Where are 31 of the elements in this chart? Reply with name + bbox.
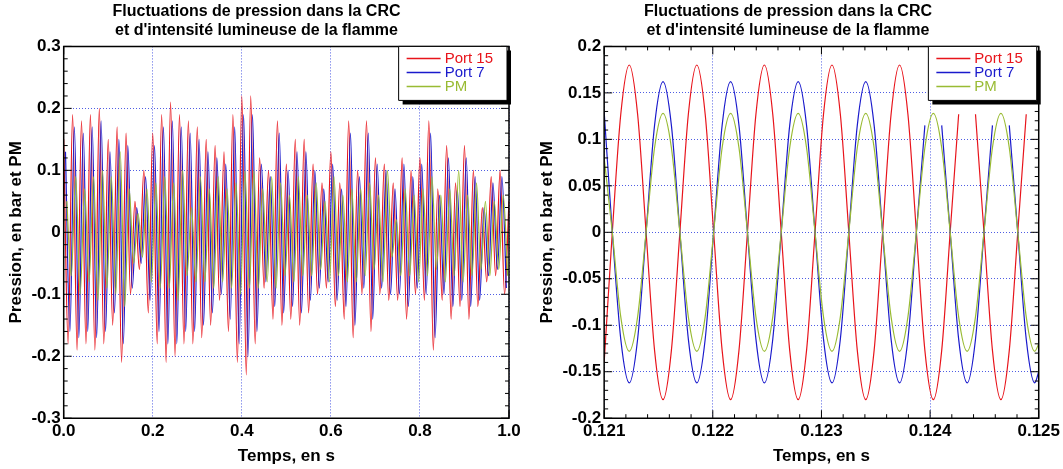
y-axis-title: Pression, en bar et PM xyxy=(536,141,556,324)
x-tick-label: 0.4 xyxy=(230,421,255,441)
x-tick-label: 0.122 xyxy=(691,421,735,441)
y-tick-label: 0.1 xyxy=(577,129,602,149)
line-series xyxy=(604,112,1039,352)
y-tick-label: 0 xyxy=(591,221,602,241)
x-axis-title: Temps, en s xyxy=(237,446,335,466)
x-axis-title: Temps, en s xyxy=(772,446,870,466)
y-tick-label: 0.2 xyxy=(37,98,61,118)
y-tick-label: -0.2 xyxy=(31,345,61,365)
y-tick-label: 0.1 xyxy=(37,160,61,180)
x-tick-label: 0.123 xyxy=(800,421,843,441)
y-tick-label: -0.05 xyxy=(562,268,602,288)
y-tick-label: 0.3 xyxy=(37,36,61,56)
y-axis-title: Pression, en bar et PM xyxy=(5,141,25,324)
x-tick-label: 0.125 xyxy=(1017,421,1060,441)
y-tick-label: 0.15 xyxy=(568,82,602,102)
y-tick-label: 0.05 xyxy=(568,175,602,195)
chart-title: Fluctuations de pression dans la CRC et d'intensité lumineuse de la flamme xyxy=(643,2,933,39)
y-tick-label: -0.1 xyxy=(31,283,61,303)
line-series xyxy=(66,151,509,308)
y-tick-label: -0.1 xyxy=(571,314,602,334)
x-tick-label: 0.8 xyxy=(408,421,432,441)
x-tick-label: 1.0 xyxy=(497,421,521,441)
x-tick-label: 0.6 xyxy=(319,421,343,441)
x-tick-label: 0.124 xyxy=(908,421,952,441)
y-tick-label: 0 xyxy=(51,221,61,241)
chart-title: Fluctuations de pression dans la CRC et d'intensité lumineuse de la flamme xyxy=(112,2,401,39)
x-tick-label: 0.2 xyxy=(140,421,165,441)
y-tick-label: -0.15 xyxy=(562,361,602,381)
y-tick-label: 0.2 xyxy=(577,36,602,56)
